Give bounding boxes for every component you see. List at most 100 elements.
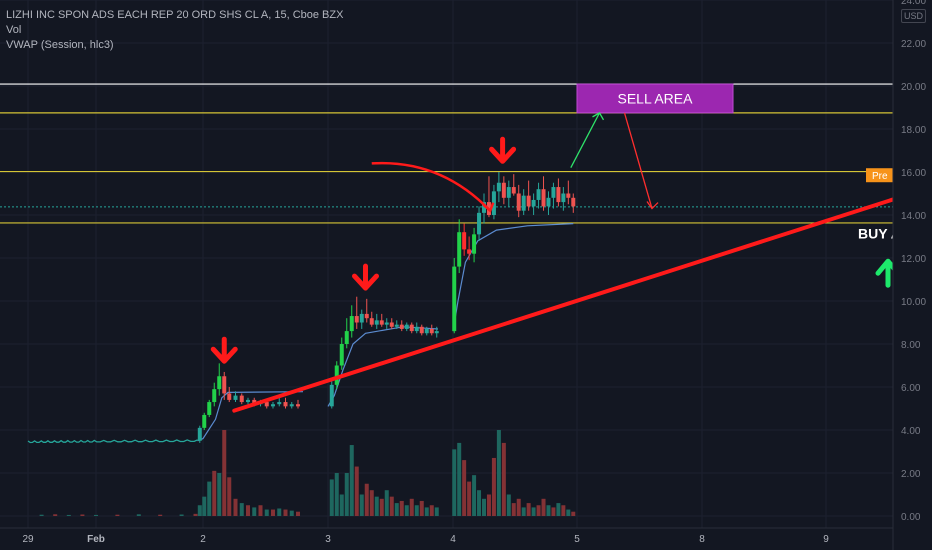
candle-body [551, 187, 556, 198]
volume-bar [434, 507, 439, 516]
volume-bar [541, 498, 546, 516]
volume-bar [207, 481, 212, 516]
volume-bar [354, 466, 359, 516]
symbol-title[interactable]: LIZHI INC SPON ADS EACH REP 20 ORD SHS C… [6, 9, 344, 21]
price-tick-label: 4.00 [901, 426, 921, 437]
vwap-line [197, 223, 574, 442]
volume-bar [419, 500, 424, 516]
candle-body [264, 402, 269, 407]
candle-body [477, 212, 482, 235]
candle-body [364, 313, 369, 319]
volume-bar [158, 514, 163, 516]
volume-bar [506, 494, 511, 516]
volume-bar [409, 498, 414, 516]
candle-body [501, 182, 506, 198]
volume-bar [457, 442, 462, 516]
volume-bar [359, 494, 364, 516]
price-tick-label: 16.00 [901, 168, 926, 179]
price-tick-label: 24.00 [901, 0, 926, 7]
candle-body [409, 324, 414, 332]
volume-bar [399, 500, 404, 516]
time-axis[interactable]: 29 Feb 2 3 4 5 8 9 [0, 527, 893, 545]
candle-body [197, 427, 202, 441]
vwap-indicator-label[interactable]: VWAP (Session, hlc3) [6, 39, 114, 51]
volume-bar [246, 505, 250, 516]
volume-bar [227, 477, 232, 516]
candle-body [217, 376, 222, 390]
candle-body [571, 197, 576, 207]
volume-bar [501, 442, 506, 516]
candle-body [429, 328, 434, 334]
sell-signal-down-arrow [352, 263, 379, 291]
volume-bar [329, 479, 334, 516]
candle-body [516, 193, 521, 211]
volume-bar [496, 430, 501, 516]
curved-pointer-arrow [371, 161, 492, 212]
candle-body [374, 320, 379, 325]
price-tick-label: 2.00 [901, 469, 921, 480]
volume-bar [389, 496, 394, 516]
sell-signal-down-arrow [210, 336, 238, 364]
candle-body [359, 313, 364, 323]
pullback-down-arrowhead [646, 201, 659, 210]
candle-body [296, 404, 300, 407]
candle-body [472, 234, 477, 254]
candle-body [344, 331, 349, 344]
sell-area-label: SELL AREA [618, 90, 694, 106]
target-up-arrowhead [592, 111, 605, 121]
candle-body [399, 324, 404, 329]
candle-body [541, 189, 546, 207]
volume-bar [546, 505, 551, 516]
trendline [232, 184, 932, 413]
volume-bar [344, 473, 349, 516]
volume-bar [296, 511, 300, 516]
volume-bars [39, 430, 576, 516]
volume-bar [531, 507, 536, 516]
sell-signal-down-arrow [489, 136, 517, 164]
curved-pointer-arrowhead [482, 202, 495, 213]
price-tick-label: 8.00 [901, 340, 921, 351]
volume-bar [511, 503, 516, 516]
candle-body [506, 187, 511, 198]
volume-indicator-label[interactable]: Vol [6, 24, 22, 36]
volume-bar [94, 514, 98, 516]
time-tick-label: 9 [823, 534, 829, 545]
candles [27, 172, 576, 444]
volume-bar [369, 490, 374, 516]
target-up-arrow [570, 112, 601, 169]
volume-bar [66, 514, 71, 516]
price-tick-label: 10.00 [901, 297, 926, 308]
time-tick-label: 5 [574, 534, 580, 545]
candle-body [384, 322, 389, 325]
volume-bar [486, 494, 491, 516]
volume-bar [521, 507, 526, 516]
volume-bar [526, 503, 531, 516]
volume-bar [516, 498, 521, 516]
volume-bar [404, 505, 409, 516]
horizontal-levels[interactable]: 20.0918.7516.02Pre15.8514.3813.63 [0, 76, 932, 231]
candle-body [369, 318, 374, 325]
candle-body [246, 399, 250, 403]
volume-bar [277, 508, 282, 516]
candle-body [202, 414, 207, 428]
price-tick-label: 6.00 [901, 383, 921, 394]
candle-body [252, 399, 257, 405]
pre-market-label: Pre [872, 171, 888, 182]
volume-bar [217, 473, 222, 516]
volume-bar [551, 507, 556, 516]
grid [0, 0, 893, 528]
price-tick-label: 12.00 [901, 254, 926, 265]
volume-bar [264, 509, 269, 516]
candle-body [222, 376, 227, 394]
volume-bar [482, 498, 486, 516]
volume-bar [556, 503, 561, 516]
currency-badge[interactable]: USD [901, 9, 927, 23]
volume-bar [394, 503, 399, 516]
price-axis[interactable]: 24.00 22.00 20.00 18.00 16.00 14.00 12.00 10.00… [892, 0, 932, 550]
candle-body [212, 389, 217, 403]
volume-bar [429, 505, 434, 516]
volume-bar [197, 505, 202, 516]
time-tick-label: 2 [200, 534, 206, 545]
